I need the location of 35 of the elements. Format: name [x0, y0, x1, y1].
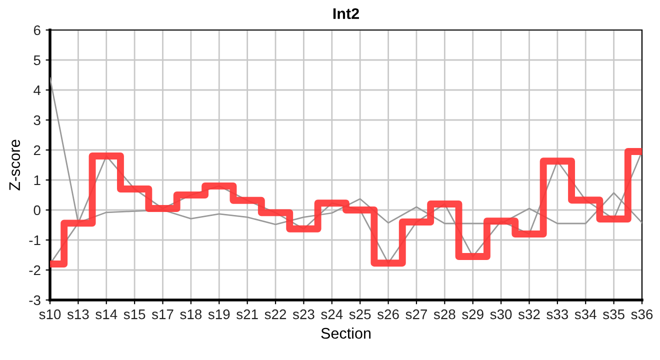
x-tick-label: s17: [152, 310, 174, 320]
x-tick-label: s10: [39, 309, 61, 320]
x-axis-title: Section: [321, 328, 370, 339]
y-tick-label: 1: [34, 175, 40, 186]
x-tick-label: s27: [406, 309, 427, 320]
y-tick-label: -2: [29, 265, 40, 276]
x-tick-label: s19: [208, 309, 230, 320]
y-tick-label: 0: [34, 205, 40, 216]
x-tick-label: s33: [546, 309, 568, 320]
x-tick-label: s15: [124, 310, 146, 320]
chart-title: Int2: [333, 8, 359, 20]
y-tick-label: -3: [29, 295, 40, 306]
x-tick-label: s29: [462, 309, 484, 320]
x-tick-label: s28: [434, 309, 456, 320]
x-tick-label: s18: [180, 309, 202, 320]
y-tick-label: 6: [34, 25, 40, 36]
x-tick-label: s24: [321, 309, 343, 320]
y-tick-label: -1: [29, 235, 40, 246]
y-tick-label: 2: [34, 145, 40, 156]
x-tick-label: s35: [603, 309, 624, 320]
x-tick-label: s25: [349, 309, 371, 320]
x-tick-label: s36: [631, 309, 653, 320]
y-tick-label: 3: [34, 115, 40, 126]
y-tick-label: 5: [34, 55, 40, 66]
y-axis-title: Z-score: [9, 140, 20, 190]
y-tick-label: 4: [34, 85, 41, 96]
x-tick-label: s14: [96, 310, 118, 320]
x-tick-label: s23: [292, 309, 314, 320]
x-tick-label: s32: [518, 309, 540, 320]
x-tick-label: s30: [490, 309, 512, 320]
x-tick-label: s26: [377, 309, 399, 320]
x-tick-label: s34: [574, 309, 596, 320]
x-tick-label: s13: [67, 309, 89, 320]
x-tick-label: s21: [236, 309, 258, 320]
x-tick-label: s22: [264, 309, 286, 320]
